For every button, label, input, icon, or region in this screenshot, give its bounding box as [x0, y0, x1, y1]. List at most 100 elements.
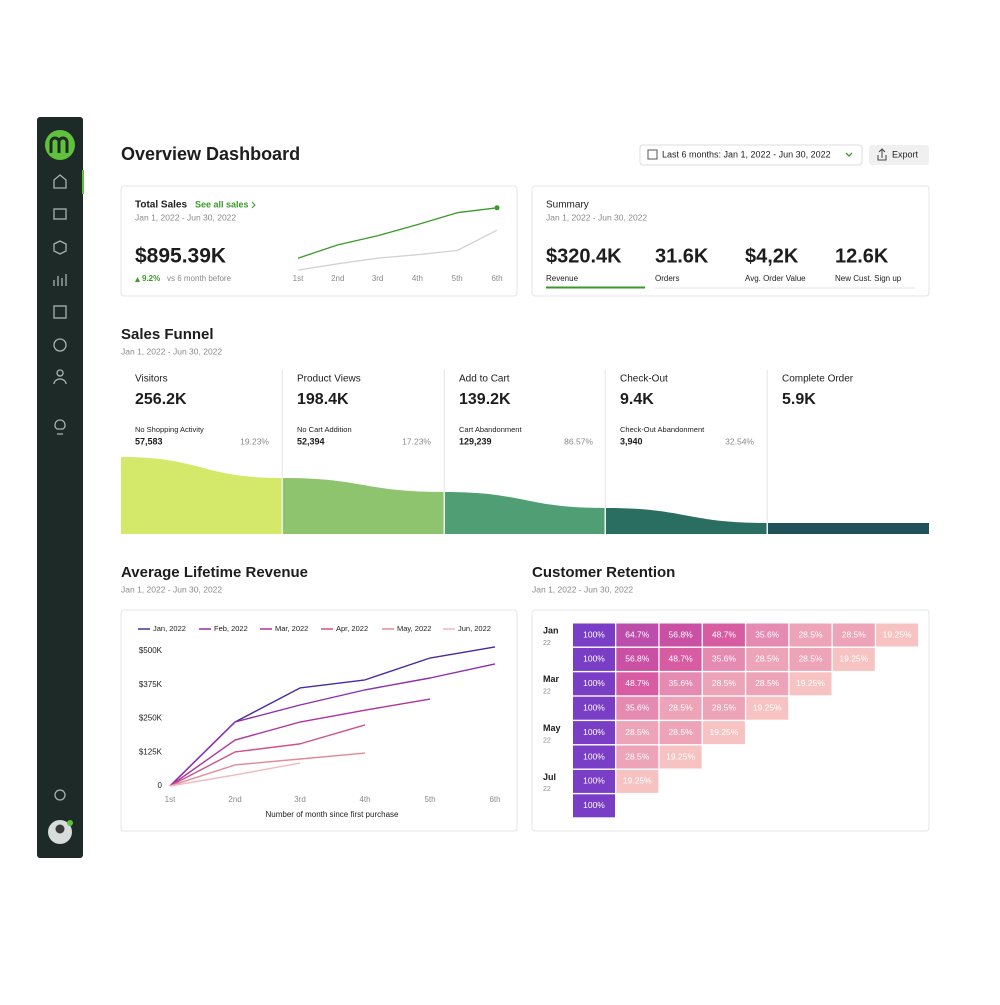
- retention-cell: [573, 696, 615, 720]
- x-tick-label: 2nd: [331, 274, 344, 283]
- cell-label: 19.25%: [796, 678, 825, 688]
- retention-cell: [616, 623, 659, 647]
- chart-icon[interactable]: [53, 274, 67, 286]
- x-tick-label: 1st: [293, 274, 304, 283]
- drop-pct: 17.23%: [402, 436, 431, 446]
- funnel-segment: [606, 508, 767, 534]
- retention-cell: [876, 623, 919, 647]
- page-title: Overview Dashboard: [121, 144, 300, 164]
- retention-cell: [616, 769, 659, 793]
- row-label: May: [543, 723, 561, 733]
- y-tick-label: 0: [158, 781, 163, 790]
- inbox-icon[interactable]: [53, 208, 67, 220]
- retention-cell: [573, 769, 615, 793]
- funnel-segment: [445, 492, 605, 534]
- total-sales-value: $895.39K: [135, 245, 226, 268]
- x-tick-label: 3rd: [372, 274, 384, 283]
- cell-label: 100%: [583, 654, 605, 664]
- drop-label: No Cart Addition: [297, 425, 352, 434]
- cell-label: 28.5%: [669, 727, 694, 737]
- settings-icon[interactable]: [54, 789, 66, 801]
- status-dot: [67, 820, 73, 826]
- idea-icon[interactable]: [54, 419, 66, 435]
- see-all-link[interactable]: See all sales: [195, 199, 249, 209]
- stage-name: Visitors: [135, 374, 168, 385]
- metric-underline: [655, 287, 754, 289]
- building-icon[interactable]: [53, 305, 67, 319]
- retention-cell: [702, 647, 745, 671]
- retention-cell: [616, 745, 659, 769]
- metric-value: 12.6K: [835, 245, 889, 267]
- retention-cell: [832, 647, 875, 671]
- cell-label: 19.25%: [883, 629, 912, 639]
- active-indicator: [82, 170, 84, 194]
- metric-value: $320.4K: [546, 245, 622, 267]
- retention-cell: [573, 794, 615, 818]
- cell-label: 28.5%: [798, 629, 823, 639]
- cell-label: 28.5%: [755, 678, 780, 688]
- logo-mark: [49, 136, 69, 153]
- cell-label: 100%: [583, 629, 605, 639]
- stage-value: 198.4K: [297, 391, 349, 408]
- metric-underline: [835, 287, 915, 289]
- calendar-icon: [647, 149, 658, 160]
- row-sublabel: 22: [543, 737, 551, 744]
- cell-label: 64.7%: [625, 629, 650, 639]
- cell-label: 19.25%: [709, 727, 738, 737]
- section-date: Jan 1, 2022 - Jun 30, 2022: [121, 346, 222, 356]
- box-icon[interactable]: [53, 240, 67, 255]
- x-axis-label: Number of month since first purchase: [266, 810, 399, 819]
- y-tick-label: $500K: [139, 646, 163, 655]
- card-title: Total Sales: [135, 200, 187, 211]
- row-label: Jul: [543, 772, 556, 782]
- y-tick-label: $250K: [139, 714, 163, 723]
- series-line: [297, 229, 498, 271]
- avatar-head: [55, 824, 65, 834]
- change-value: 9.2%: [142, 274, 160, 283]
- retention-cell: [573, 745, 615, 769]
- metric-underline: [546, 286, 645, 289]
- card-date: Jan 1, 2022 - Jun 30, 2022: [546, 212, 647, 222]
- retention-cell: [702, 721, 745, 745]
- cell-label: 100%: [583, 751, 605, 761]
- cell-label: 28.5%: [842, 629, 867, 639]
- legend-label: Jun, 2022: [458, 624, 491, 633]
- lifetime-card: [120, 609, 518, 832]
- funnel-segment: [121, 457, 282, 534]
- retention-cell: [832, 623, 875, 647]
- retention-cell: [702, 696, 745, 720]
- cell-label: 28.5%: [712, 678, 737, 688]
- user-icon[interactable]: [53, 369, 67, 385]
- money-icon[interactable]: [53, 338, 67, 352]
- metric-label: Revenue: [546, 274, 579, 283]
- retention-cell: [789, 672, 832, 696]
- retention-cell: [659, 672, 702, 696]
- home-icon[interactable]: [53, 174, 67, 189]
- cell-label: 19.25%: [839, 654, 868, 664]
- retention-cell: [702, 672, 745, 696]
- retention-cell: [616, 696, 659, 720]
- x-tick-label: 4th: [359, 795, 370, 804]
- funnel-segment: [768, 523, 929, 534]
- cell-label: 35.6%: [669, 678, 694, 688]
- drop-value: 3,940: [620, 436, 643, 446]
- x-tick-label: 6th: [489, 795, 500, 804]
- retention-cell: [573, 623, 615, 647]
- retention-cell: [616, 672, 659, 696]
- summary-card: [531, 185, 930, 297]
- cell-label: 28.5%: [625, 727, 650, 737]
- stage-name: Check-Out: [620, 374, 668, 385]
- x-tick-label: 4th: [412, 274, 423, 283]
- drop-label: Cart Abandonment: [459, 425, 522, 434]
- retention-cell: [702, 623, 745, 647]
- card-title: Summary: [546, 200, 589, 211]
- legend-label: Apr, 2022: [336, 624, 368, 633]
- legend-label: Jan, 2022: [153, 624, 186, 633]
- cell-label: 19.25%: [666, 751, 695, 761]
- metric-underline: [745, 287, 844, 289]
- row-sublabel: 22: [543, 640, 551, 647]
- funnel-segment: [283, 478, 444, 534]
- stage-value: 5.9K: [782, 391, 816, 408]
- date-range-picker[interactable]: [639, 144, 863, 166]
